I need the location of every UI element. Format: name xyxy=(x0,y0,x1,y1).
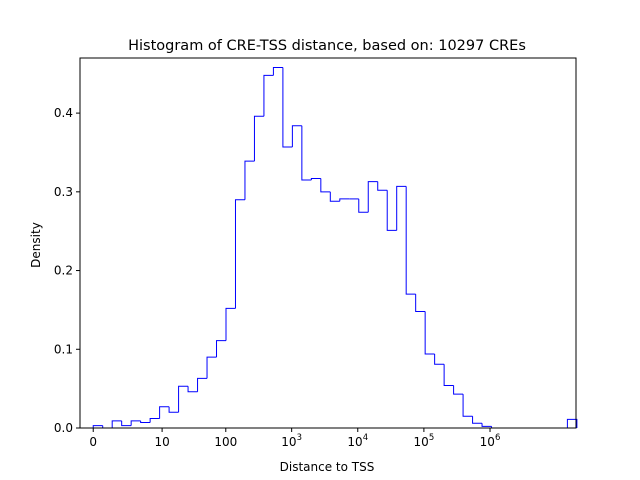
chart-title: Histogram of CRE-TSS distance, based on:… xyxy=(128,38,526,54)
histogram-bar xyxy=(472,416,483,424)
histogram-bar xyxy=(320,178,331,193)
histogram-bar xyxy=(358,198,369,213)
histogram-bar xyxy=(197,377,208,392)
histogram-bar xyxy=(434,354,445,365)
plot-frame xyxy=(79,57,577,429)
histogram-bar xyxy=(339,198,350,202)
histogram-bar xyxy=(178,385,189,413)
histogram-bar xyxy=(168,406,179,413)
histogram-bar xyxy=(149,418,160,423)
histogram-bar xyxy=(566,418,578,428)
x-axis-label: Distance to TSS xyxy=(280,460,375,474)
y-tick-label: 0.4 xyxy=(54,106,73,120)
y-tick-label: 0.0 xyxy=(54,421,73,435)
histogram-bar xyxy=(462,394,473,417)
histogram-bar xyxy=(301,125,312,181)
x-tick-label: 0 xyxy=(89,435,97,449)
y-axis-label: Density xyxy=(29,222,43,268)
histogram-bar xyxy=(443,364,454,386)
y-axis-ticks: 0.0 0.1 0.2 0.3 0.4 xyxy=(54,106,80,435)
histogram-bar xyxy=(234,199,245,309)
histogram-bar xyxy=(424,311,435,355)
histogram-bar xyxy=(187,386,198,393)
histogram-bar xyxy=(481,423,492,427)
y-tick-label: 0.3 xyxy=(54,185,73,199)
histogram-bar xyxy=(310,177,321,181)
histogram-bar xyxy=(92,425,103,428)
histogram-bar xyxy=(216,340,226,358)
histogram-bar xyxy=(111,420,122,428)
plot-area xyxy=(92,66,578,429)
histogram-bar xyxy=(386,190,397,231)
histogram-bar xyxy=(225,307,236,341)
y-tick-label: 0.1 xyxy=(54,342,73,356)
histogram-bar xyxy=(206,356,217,379)
histogram-bar xyxy=(159,406,170,419)
x-tick-label: 10 xyxy=(154,435,169,449)
histogram-bar xyxy=(121,420,132,427)
histogram-bar xyxy=(244,160,255,200)
y-tick-label: 0.2 xyxy=(54,264,73,278)
histogram-bar xyxy=(130,420,141,426)
histogram-bar xyxy=(367,181,378,213)
histogram-bar xyxy=(291,125,302,147)
histogram-bar xyxy=(453,385,464,395)
histogram-bar xyxy=(253,115,264,162)
histogram-bar xyxy=(282,67,293,148)
histogram-bar xyxy=(272,66,283,76)
histogram-bar xyxy=(263,74,274,117)
histogram-bar xyxy=(329,191,340,202)
histogram-bar xyxy=(140,420,151,423)
histogram-bar xyxy=(405,186,416,295)
x-tick-label: 100 xyxy=(214,435,237,449)
histogram-bar xyxy=(396,185,407,231)
histogram-bar xyxy=(415,294,426,312)
histogram-bar xyxy=(377,181,388,191)
